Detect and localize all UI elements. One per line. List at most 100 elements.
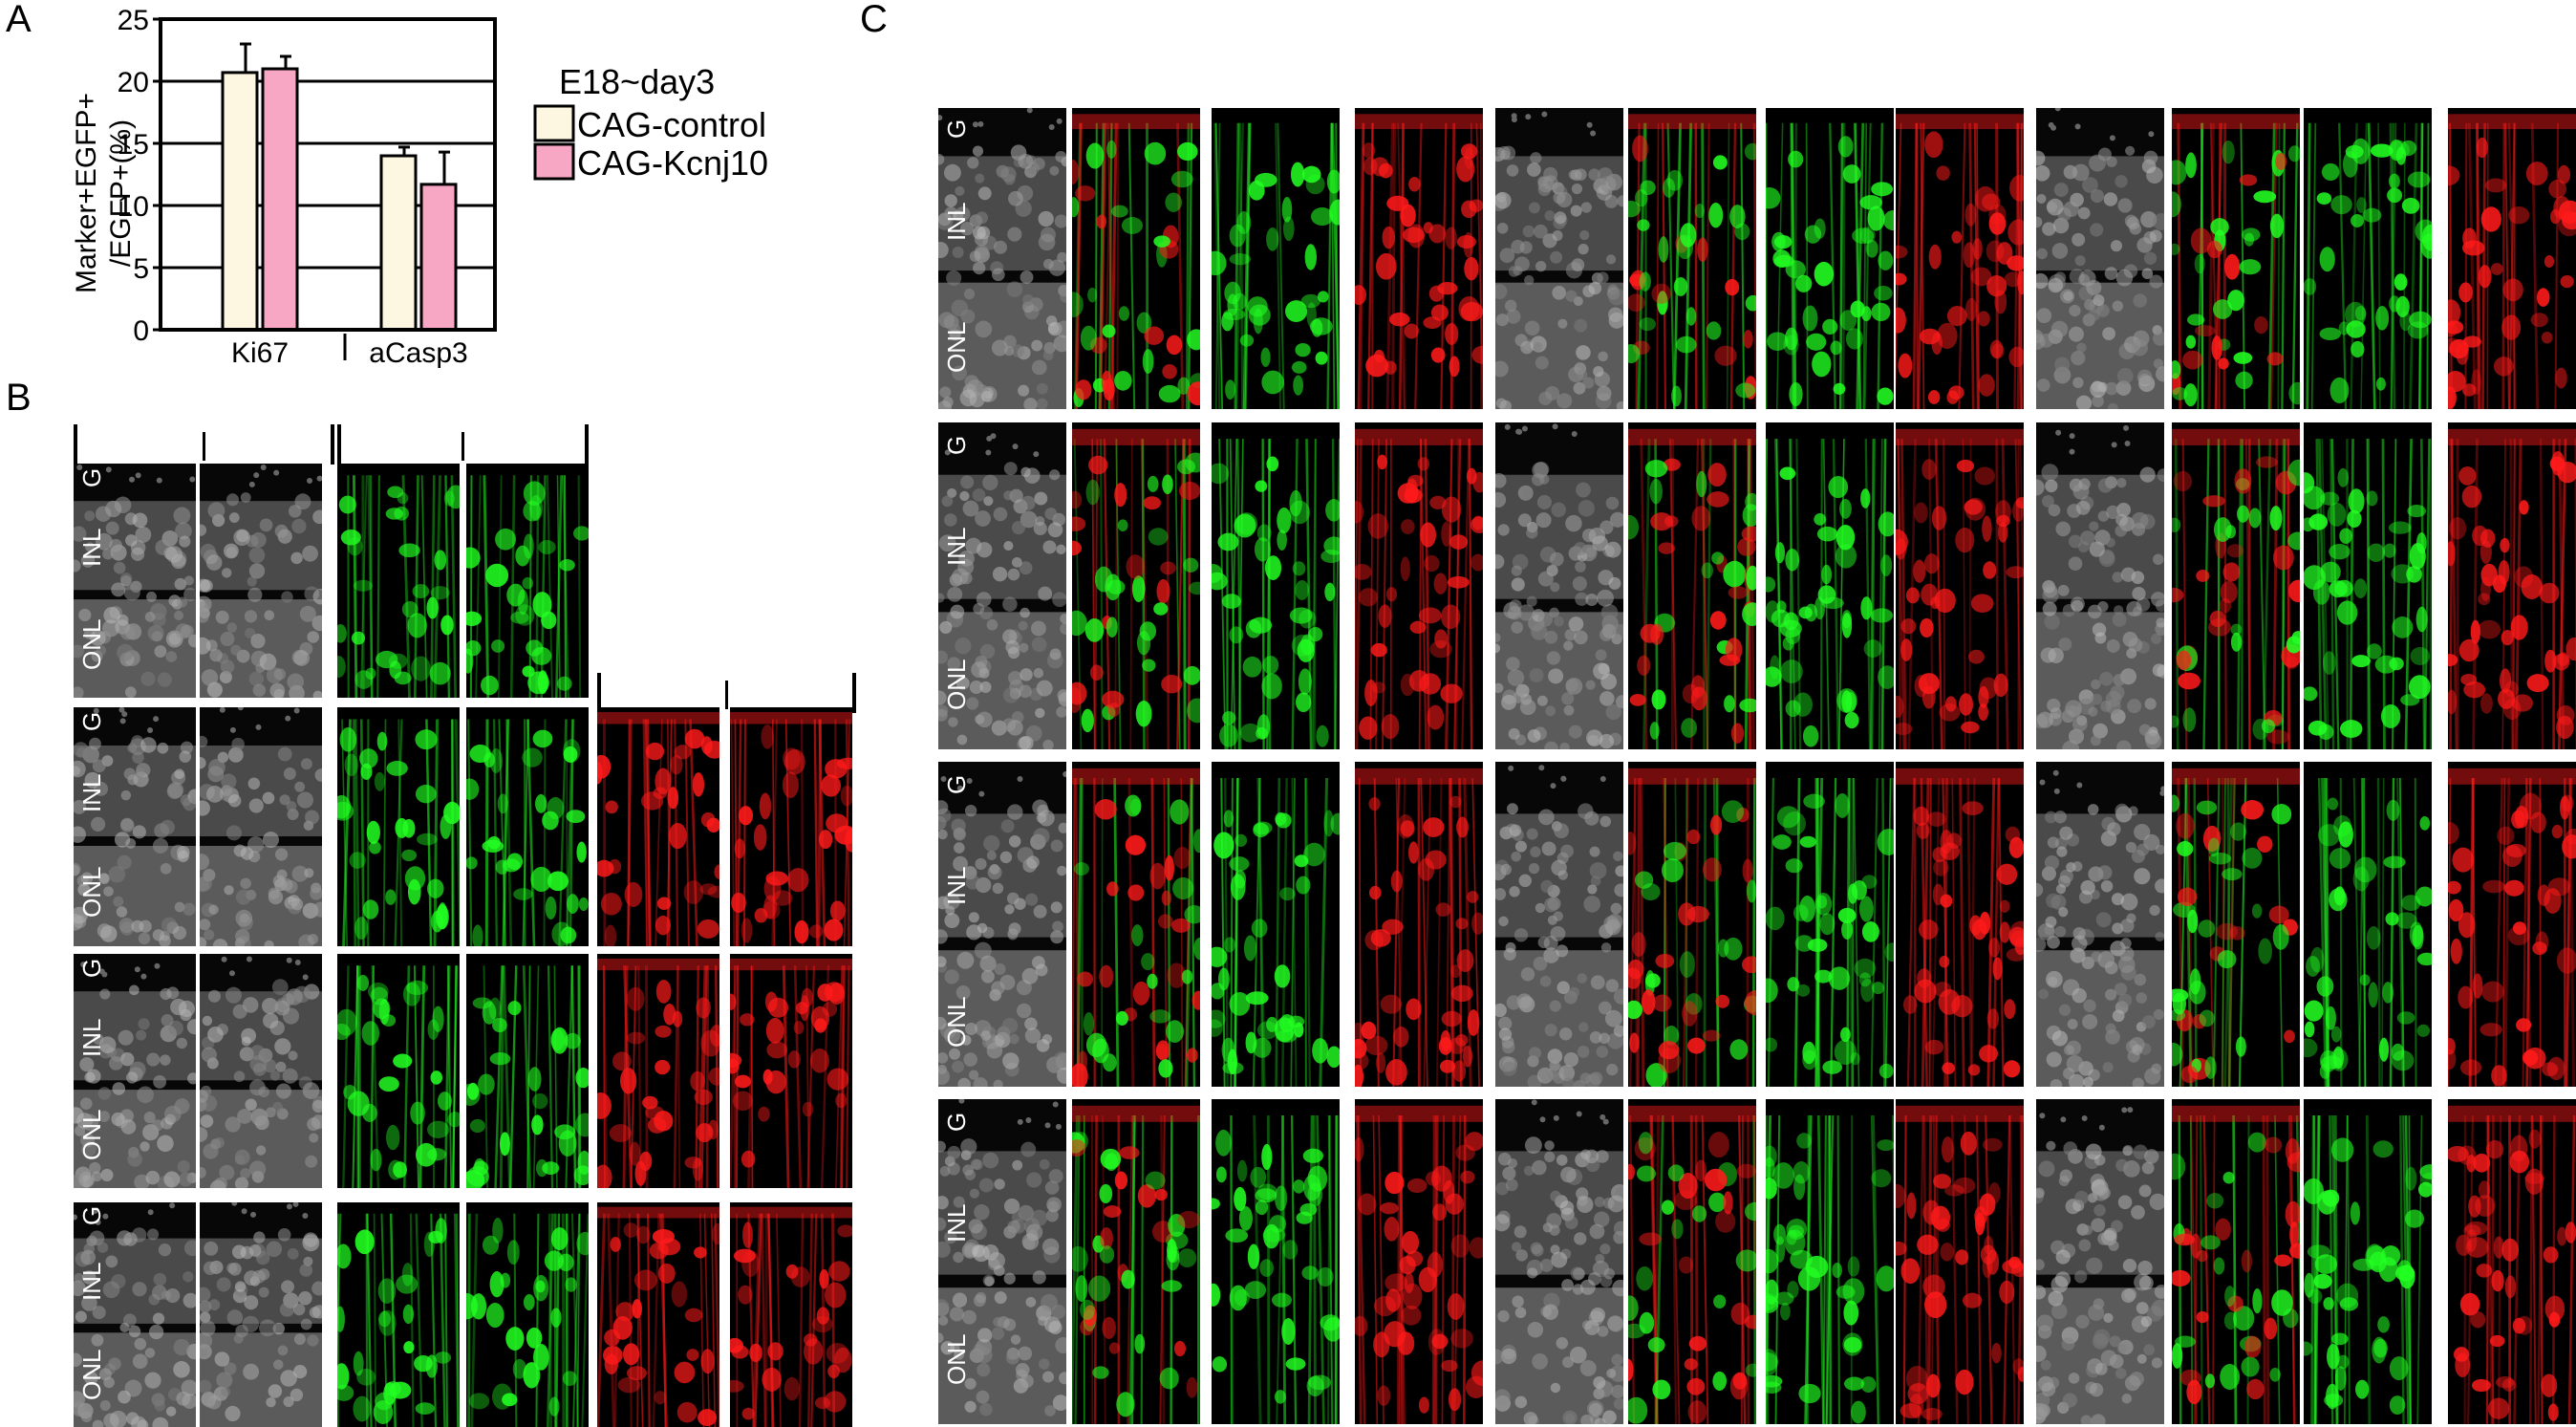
legend-label-control: CAG-control [577, 105, 766, 144]
micrograph-gray [200, 464, 322, 698]
layer-label-inl: INL [942, 202, 971, 241]
layer-label-onl: ONL [942, 321, 971, 374]
header-bar [852, 673, 856, 713]
micrograph-texture [1355, 114, 1483, 409]
micrograph-green [337, 954, 460, 1188]
micrograph-merge [2172, 1099, 2300, 1424]
micrograph-green [1212, 422, 1340, 749]
header-bar [202, 432, 205, 461]
layer-label-inl: INL [77, 773, 106, 812]
bar-cag-control-ki67 [221, 71, 259, 332]
micrograph-merge [1072, 422, 1200, 749]
micrograph-texture [938, 762, 1066, 1087]
micrograph-texture [1072, 114, 1200, 409]
layer-label-g: G [77, 1205, 106, 1225]
micrograph-merge [1628, 422, 1756, 749]
micrograph-texture [1212, 439, 1340, 749]
layer-label-g: G [77, 467, 106, 487]
micrograph-texture [1495, 762, 1623, 1087]
micrograph-texture [337, 1213, 460, 1427]
micrograph-texture [1896, 1105, 2024, 1424]
y-tick-label: 15 [118, 129, 149, 161]
micrograph-texture [337, 965, 460, 1188]
micrograph-red [597, 1202, 719, 1427]
micrograph-red [1355, 1099, 1483, 1424]
bar-cag-kcnj10-acasp3 [419, 183, 458, 332]
micrograph-gray: G INL ONL [938, 422, 1066, 749]
micrograph-gray: G INL ONL [938, 1099, 1066, 1424]
micrograph-texture [1628, 1105, 1756, 1424]
legend-swatch-control [533, 104, 575, 142]
micrograph-gray: G INL ONL [74, 1202, 196, 1427]
micrograph-red [597, 707, 719, 946]
micrograph-gray [1495, 1099, 1623, 1424]
legend-swatch-kcnj10 [533, 142, 575, 181]
bar-chart-panel-a: 0 5 10 15 20 25 Ki67 aCasp3 Marker+EGFP+ /EGFP+… [71, 5, 768, 369]
micrograph-green [337, 464, 460, 698]
micrograph-gray [1495, 762, 1623, 1087]
header-bar [461, 432, 464, 461]
y-tick-label: 0 [133, 315, 149, 347]
y-tick-label: 20 [118, 67, 149, 98]
micrograph-texture [1766, 122, 1894, 409]
micrograph-red [2448, 108, 2576, 409]
header-bar [597, 673, 601, 713]
micrograph-green [466, 707, 589, 946]
micrograph-texture [2036, 422, 2164, 749]
micrograph-texture [597, 712, 719, 946]
micrograph-texture [466, 965, 589, 1188]
micrograph-gray: G INL ONL [74, 464, 196, 698]
micrograph-gray [200, 707, 322, 946]
micrograph-texture [1495, 422, 1623, 749]
layer-label-onl: ONL [942, 1333, 971, 1386]
micrograph-gray: G INL ONL [74, 954, 196, 1188]
micrograph-texture [1355, 1105, 1483, 1424]
chart-axes: 0 5 10 15 20 25 Ki67 aCasp3 [118, 5, 497, 369]
micrograph-gray [1495, 108, 1623, 409]
micrograph-merge [2172, 108, 2300, 409]
micrograph-texture [200, 707, 322, 946]
micrograph-texture [1766, 1114, 1894, 1424]
micrograph-merge [1628, 1099, 1756, 1424]
micrograph-texture [1355, 768, 1483, 1087]
micrograph-red [1896, 762, 2024, 1087]
micrograph-merge [1072, 1099, 1200, 1424]
legend-label-kcnj10: CAG-Kcnj10 [577, 143, 768, 183]
header-bar [337, 424, 341, 465]
layer-label-g: G [942, 435, 971, 456]
micrograph-texture [2172, 428, 2300, 749]
micrograph-green [337, 707, 460, 946]
micrograph-texture [1495, 108, 1623, 409]
header-bar [585, 424, 589, 465]
micrograph-texture [730, 712, 852, 946]
micrograph-texture [597, 958, 719, 1188]
micrograph-merge [1072, 108, 1200, 409]
chart-bars [221, 42, 458, 332]
layer-label-onl: ONL [77, 618, 106, 670]
micrograph-red [2448, 422, 2576, 749]
micrograph-red [1896, 1099, 2024, 1424]
y-tick-label: 25 [118, 5, 149, 36]
micrograph-gray [2036, 1099, 2164, 1424]
micrograph-merge [1072, 762, 1200, 1087]
legend-title: E18~day3 [559, 62, 715, 101]
micrograph-green [466, 464, 589, 698]
micrograph-green [2304, 422, 2432, 749]
y-axis-label-line2: /EGFP+(%) [105, 119, 137, 267]
micrograph-red [1355, 108, 1483, 409]
micrograph-green [1766, 762, 1894, 1087]
micrograph-texture [1766, 777, 1894, 1087]
y-tick-label: 5 [133, 253, 149, 285]
micrograph-texture [938, 1099, 1066, 1424]
micrograph-texture [938, 108, 1066, 409]
micrograph-texture [1212, 777, 1340, 1087]
layer-label-onl: ONL [77, 1349, 106, 1400]
micrograph-texture [1355, 428, 1483, 749]
micrograph-red [597, 954, 719, 1188]
micrograph-texture [466, 1213, 589, 1427]
micrograph-texture [1072, 768, 1200, 1087]
micrograph-green [1766, 422, 1894, 749]
micrograph-texture [1896, 114, 2024, 409]
micrograph-green [2304, 108, 2432, 409]
micrograph-texture [2036, 762, 2164, 1087]
